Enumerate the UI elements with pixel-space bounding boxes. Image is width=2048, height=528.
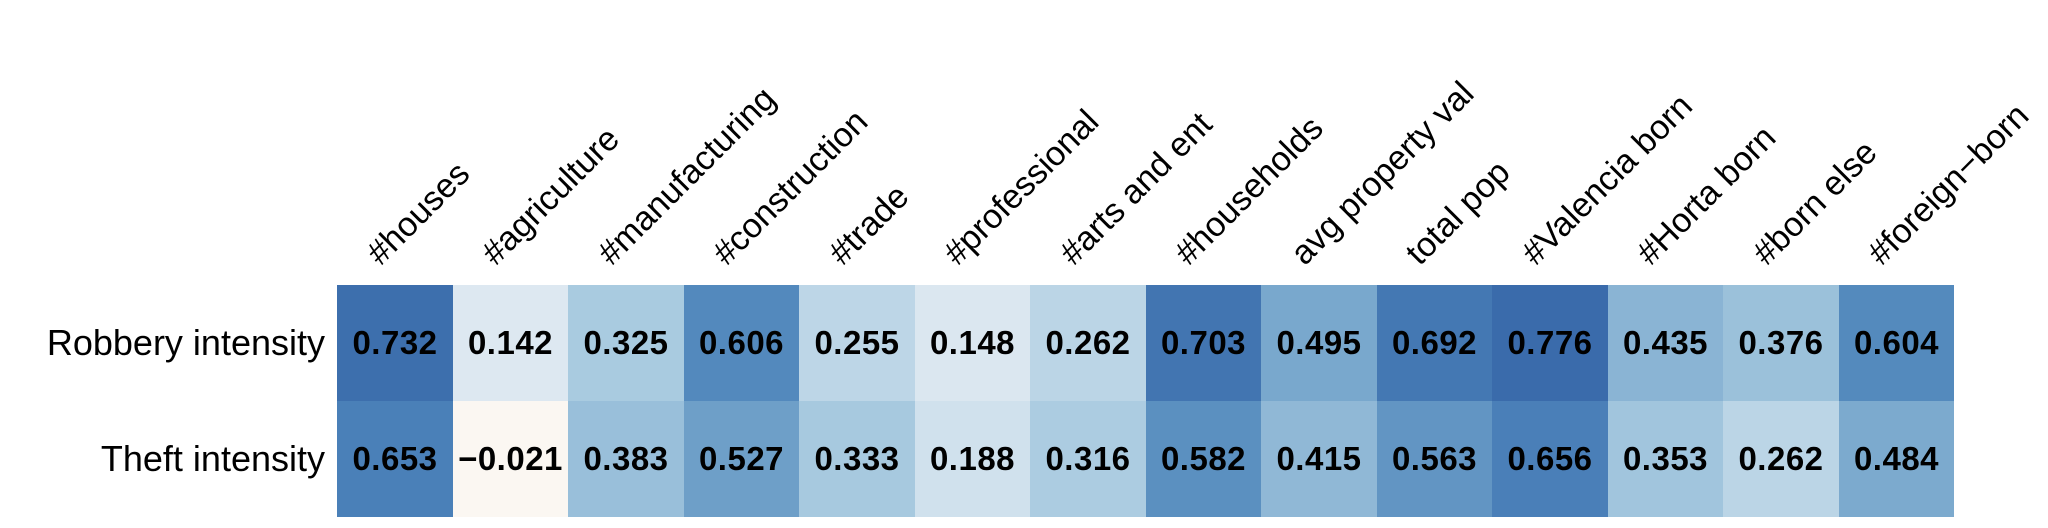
heatmap-cell: 0.262 xyxy=(1723,401,1839,517)
heatmap-cell: 0.484 xyxy=(1839,401,1954,517)
heatmap-cell: 0.316 xyxy=(1030,401,1146,517)
heatmap-cell: 0.376 xyxy=(1723,285,1839,401)
heatmap-cell: 0.353 xyxy=(1608,401,1723,517)
heatmap-cell: 0.495 xyxy=(1261,285,1377,401)
heatmap-cell: 0.333 xyxy=(799,401,915,517)
heatmap-cell: −0.021 xyxy=(453,401,568,517)
heatmap-cell: 0.692 xyxy=(1377,285,1492,401)
heatmap-cell: 0.325 xyxy=(568,285,684,401)
heatmap-cell: 0.188 xyxy=(915,401,1030,517)
heatmap-cell: 0.527 xyxy=(684,401,799,517)
heatmap-cell: 0.653 xyxy=(337,401,453,517)
heatmap-cell: 0.703 xyxy=(1146,285,1261,401)
column-label: #foreign−born xyxy=(1860,96,2037,273)
heatmap-cell: 0.563 xyxy=(1377,401,1492,517)
column-label: total pop xyxy=(1398,153,1518,273)
heatmap-cell: 0.606 xyxy=(684,285,799,401)
heatmap-cell: 0.415 xyxy=(1261,401,1377,517)
heatmap-cell: 0.656 xyxy=(1492,401,1608,517)
row-label: Robbery intensity xyxy=(46,322,325,363)
heatmap-cell: 0.776 xyxy=(1492,285,1608,401)
heatmap-cell: 0.604 xyxy=(1839,285,1954,401)
column-label: #houses xyxy=(359,154,477,273)
row-label: Theft intensity xyxy=(100,438,325,479)
heatmap-cell: 0.255 xyxy=(799,285,915,401)
heatmap-cell: 0.262 xyxy=(1030,285,1146,401)
heatmap-cell: 0.732 xyxy=(337,285,453,401)
heatmap-cell: 0.435 xyxy=(1608,285,1723,401)
column-label: #trade xyxy=(821,177,917,273)
heatmap-cell: 0.142 xyxy=(453,285,568,401)
heatmap-cell: 0.582 xyxy=(1146,401,1261,517)
heatmap-cell: 0.148 xyxy=(915,285,1030,401)
heatmap-cell: 0.383 xyxy=(568,401,684,517)
